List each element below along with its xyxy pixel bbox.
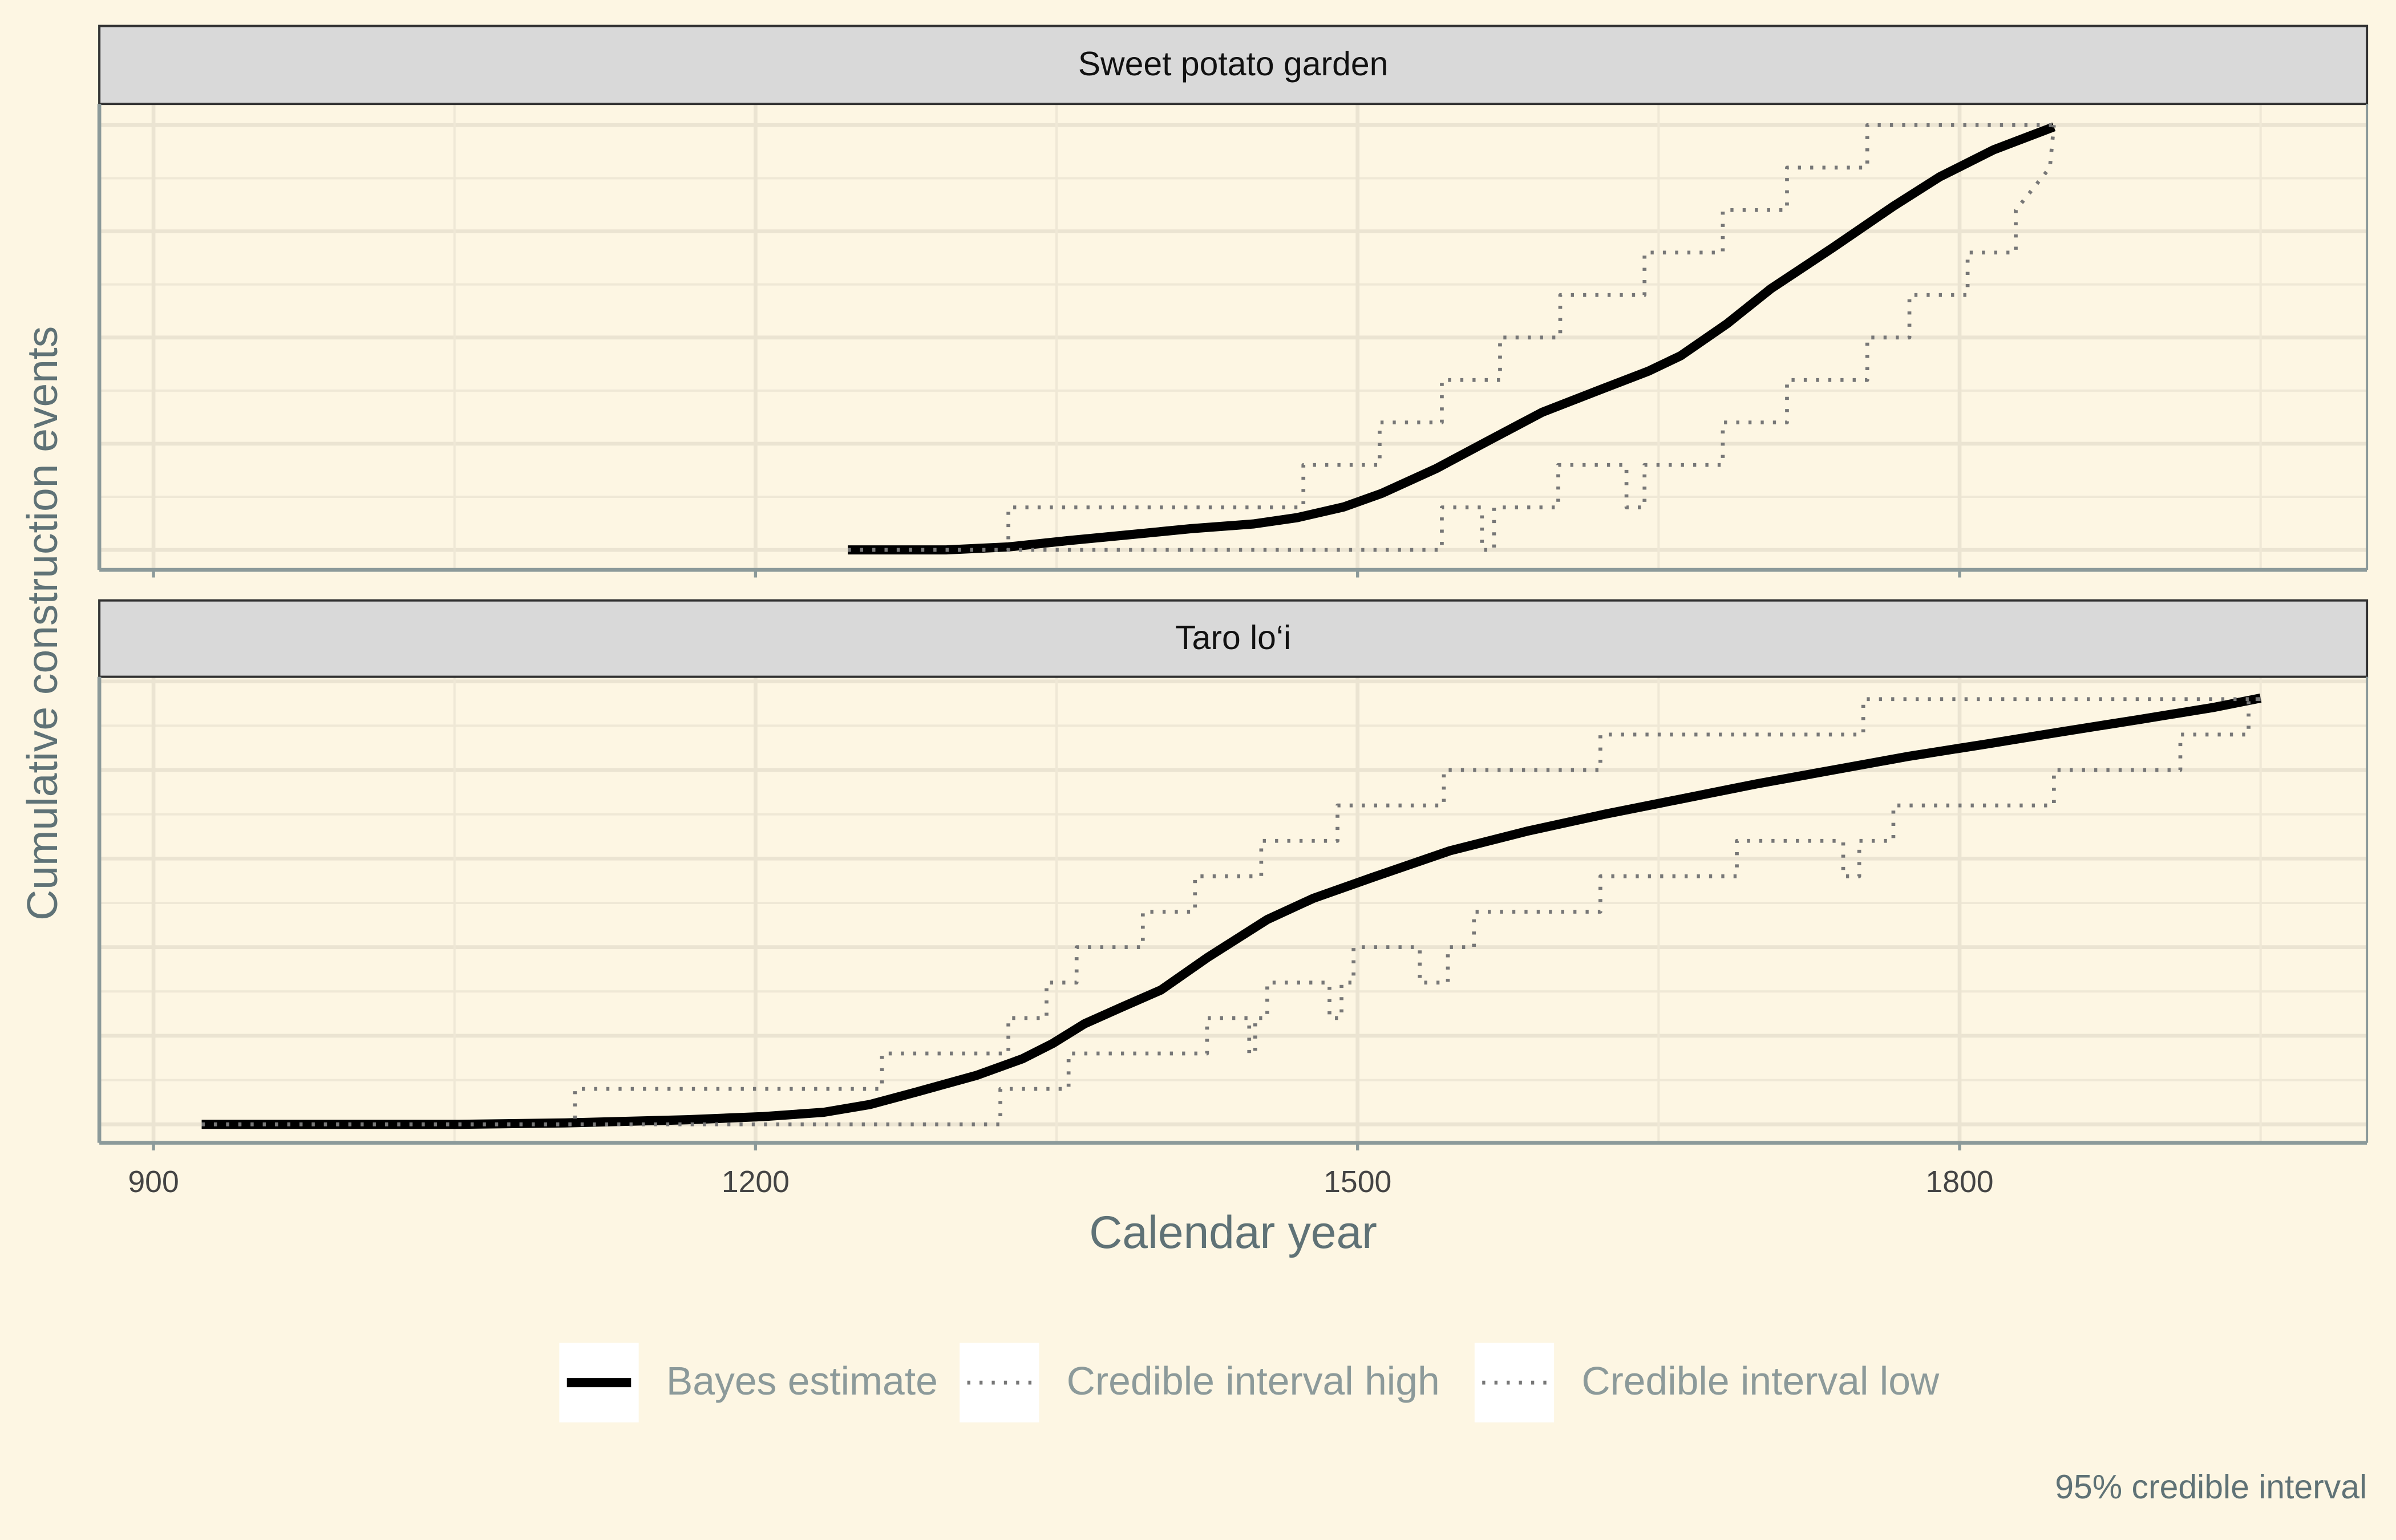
data-line [848,125,2056,552]
caption: 95% credible interval [2055,1469,2367,1506]
data-line [201,694,2262,1129]
data-line [848,123,2054,552]
x-tick-label: 1500 [1324,1165,1391,1199]
facet-title: Taro lo‘i [1175,619,1291,656]
facet-title: Sweet potato garden [1078,46,1389,83]
legend-key [1474,1343,1555,1423]
legend-key [960,1343,1039,1423]
legend-label: Credible interval high [1067,1359,1440,1403]
legend-label: Credible interval low [1581,1359,1940,1403]
facet-strip [98,599,2369,678]
data-line [201,697,2261,1126]
x-tick-label: 1800 [1925,1165,1993,1199]
y-axis-label: Cumulative construction events [18,326,66,921]
x-tick-label: 1200 [722,1165,790,1199]
facet-strip [98,25,2369,106]
x-tick-label: 900 [128,1165,179,1199]
data-line [848,122,2056,555]
legend-label: Bayes estimate [666,1359,938,1403]
x-axis-label: Calendar year [1089,1207,1377,1258]
